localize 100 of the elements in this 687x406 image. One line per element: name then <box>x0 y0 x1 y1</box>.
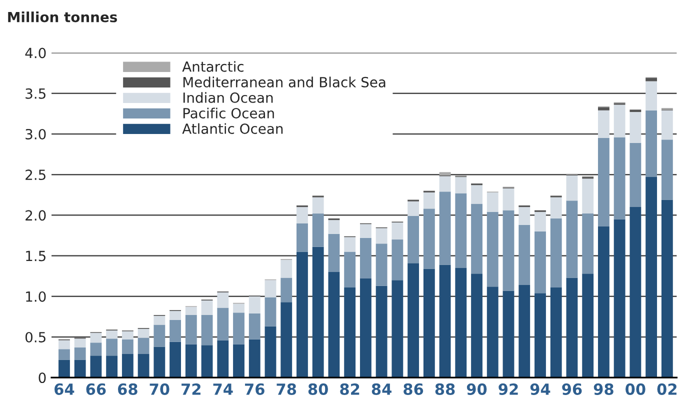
bar <box>518 207 530 225</box>
bar <box>280 278 292 302</box>
bar <box>423 208 435 269</box>
bar <box>392 240 404 280</box>
bar <box>138 338 150 354</box>
x-tick-label: 74 <box>213 384 233 395</box>
bar <box>598 107 610 110</box>
bar <box>566 175 578 201</box>
y-tick-label: 0 <box>38 372 46 384</box>
bar <box>233 312 244 344</box>
bar <box>344 252 356 288</box>
bar <box>90 342 102 356</box>
bar <box>248 339 260 378</box>
legend-label: Antarctic <box>182 61 244 72</box>
bar <box>74 360 86 378</box>
bar <box>185 306 197 316</box>
bar <box>170 342 181 378</box>
x-tick-label: 84 <box>372 383 392 395</box>
bar <box>312 214 324 247</box>
bar <box>90 332 102 343</box>
bar <box>201 300 213 316</box>
bar <box>582 214 594 274</box>
bar <box>439 172 451 176</box>
bar <box>439 176 451 192</box>
y-tick-label: 3.0 <box>26 128 46 140</box>
bar <box>344 287 356 378</box>
bar <box>550 218 562 288</box>
bar <box>122 331 134 340</box>
x-tick-label: 82 <box>340 383 360 395</box>
legend-label: Mediterranean and Black Sea <box>183 76 386 88</box>
bar <box>423 192 435 209</box>
bar <box>58 349 70 360</box>
bar <box>646 78 658 82</box>
bar <box>201 345 213 378</box>
bar <box>646 81 658 110</box>
x-tick-label: 90 <box>466 383 487 395</box>
bar <box>534 293 546 378</box>
bar <box>106 330 118 339</box>
bar <box>360 224 372 238</box>
bar <box>122 354 134 378</box>
bar <box>170 320 181 342</box>
bar <box>661 110 673 140</box>
bar <box>502 210 514 291</box>
bar <box>566 278 578 378</box>
bar <box>502 290 514 378</box>
bar <box>58 360 70 378</box>
y-tick-label: 2.0 <box>26 210 46 221</box>
bar <box>280 260 292 278</box>
bar <box>423 268 435 378</box>
bar <box>280 302 292 378</box>
bar <box>328 234 340 272</box>
x-tick-label: 86 <box>404 383 424 395</box>
bar <box>566 200 578 278</box>
bar <box>185 344 197 378</box>
bar <box>264 297 276 326</box>
bar <box>518 224 530 286</box>
bar <box>58 340 70 350</box>
x-tick-label: 02 <box>657 383 676 395</box>
bar <box>154 324 166 347</box>
bar <box>614 137 626 220</box>
bar <box>614 219 626 378</box>
bar <box>138 328 150 338</box>
bar <box>74 338 86 348</box>
x-tick-label: 76 <box>245 383 264 395</box>
bar <box>455 268 467 378</box>
bar <box>376 228 388 244</box>
bar <box>471 204 482 274</box>
bar <box>455 177 467 194</box>
bar <box>646 110 658 178</box>
bar <box>598 226 610 378</box>
bar <box>471 274 482 378</box>
bar <box>185 315 197 344</box>
bar <box>392 280 404 378</box>
x-tick-label: 64 <box>54 383 74 395</box>
bar <box>248 313 260 340</box>
y-tick-label: 1.0 <box>26 291 46 302</box>
bar <box>138 354 150 378</box>
bar <box>106 356 118 378</box>
bar <box>154 316 166 325</box>
y-tick-label: 0.5 <box>25 332 46 342</box>
bar <box>408 263 420 378</box>
bar <box>486 286 498 378</box>
bar <box>312 197 324 214</box>
bar <box>582 274 594 378</box>
bar <box>502 188 514 210</box>
x-tick-label: 98 <box>594 383 614 395</box>
x-tick-label: 00 <box>626 383 646 395</box>
y-axis-title: Million tonnes <box>8 12 117 22</box>
bar <box>90 356 102 378</box>
bar <box>170 310 181 320</box>
bar <box>630 207 642 378</box>
bar <box>598 138 610 227</box>
bar <box>614 104 626 138</box>
bar <box>661 200 673 378</box>
x-tick-label: 96 <box>562 383 582 395</box>
bar <box>296 207 308 224</box>
bar <box>534 212 546 232</box>
x-tick-label: 72 <box>182 383 200 395</box>
x-tick-label: 70 <box>150 383 170 395</box>
bar <box>264 326 276 378</box>
